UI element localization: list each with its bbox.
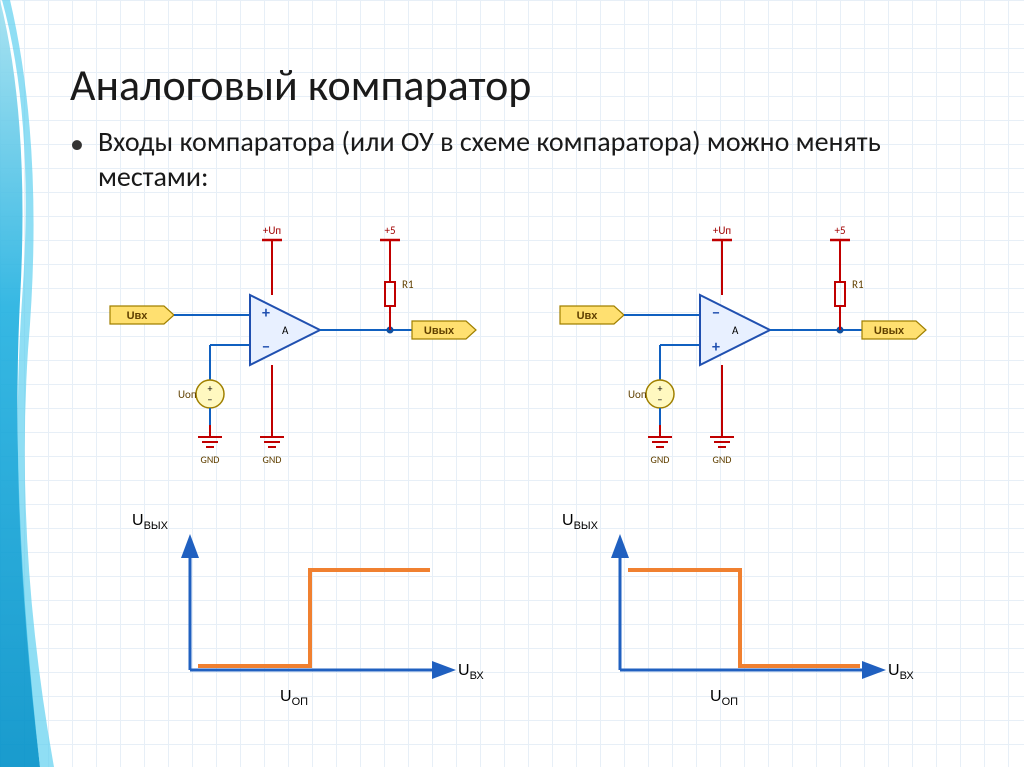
svg-text:A: A — [282, 324, 289, 337]
bullet-dot-icon: • — [70, 126, 84, 161]
graph2-xlabel: UВХ — [888, 662, 914, 682]
svg-text:R1: R1 — [402, 278, 414, 291]
svg-text:Uоп: Uоп — [178, 388, 197, 401]
graph1-ylabel: UВЫХ — [132, 512, 168, 532]
svg-text:+: + — [262, 304, 270, 323]
svg-text:−: − — [208, 393, 213, 406]
circuit-left: Uвх + −Uоп GND + − A +Uп GND +5R1 Uвых — [100, 220, 500, 480]
graph-left — [130, 520, 510, 720]
svg-text:R1: R1 — [852, 278, 864, 291]
svg-text:Uвх: Uвх — [577, 310, 599, 322]
svg-text:−: − — [712, 304, 720, 323]
slide-title: Аналоговый компаратор — [70, 58, 994, 112]
bullet-text: Входы компаратора (или ОУ в схеме компар… — [98, 124, 994, 194]
svg-text:GND: GND — [713, 453, 732, 466]
svg-text:Uвх: Uвх — [127, 310, 149, 322]
graph2-mark: UОП — [710, 688, 738, 708]
svg-text:+Uп: +Uп — [263, 224, 281, 237]
svg-text:A: A — [732, 324, 739, 337]
svg-text:Uоп: Uоп — [628, 388, 647, 401]
graph2-ylabel: UВЫХ — [562, 512, 598, 532]
graph1-xlabel: UВХ — [458, 662, 484, 682]
svg-text:+: + — [712, 338, 720, 357]
side-decoration — [0, 0, 54, 767]
svg-text:+5: +5 — [384, 224, 395, 237]
graph1-mark: UОП — [280, 688, 308, 708]
svg-text:GND: GND — [263, 453, 282, 466]
svg-text:+Uп: +Uп — [713, 224, 731, 237]
svg-text:GND: GND — [201, 453, 220, 466]
svg-text:+5: +5 — [834, 224, 845, 237]
svg-text:Uвых: Uвых — [424, 325, 455, 337]
svg-text:−: − — [262, 338, 270, 357]
bullet-item: • Входы компаратора (или ОУ в схеме комп… — [70, 124, 994, 194]
circuit-right: Uвх + −Uоп GND − + A +Uп GND +5R1 Uвых — [550, 220, 950, 480]
svg-text:−: − — [658, 393, 663, 406]
svg-text:Uвых: Uвых — [874, 325, 905, 337]
graph-right — [560, 520, 940, 720]
svg-text:GND: GND — [651, 453, 670, 466]
